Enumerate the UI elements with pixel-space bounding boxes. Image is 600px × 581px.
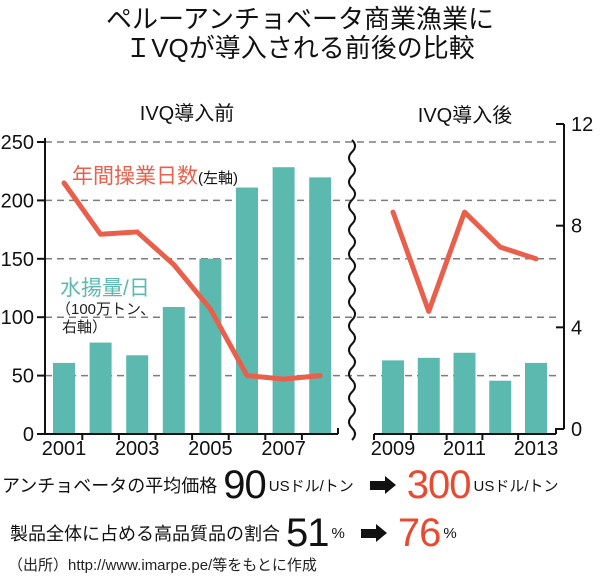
- line-series-axis-note: (左軸): [198, 170, 238, 187]
- page-title-line1: ペルーアンチョベータ商業漁業に: [106, 4, 494, 34]
- bar-2010: [417, 357, 440, 434]
- bar-series-unit-note-line2: 右軸）: [62, 319, 108, 336]
- left-axis-tick-label: 250: [1, 132, 34, 154]
- stat-quality-label: 製品全体に占める高品質品の割合: [10, 524, 280, 544]
- stat-price-label: アンチョベータの平均価格: [2, 476, 218, 496]
- line-series-label: 年間操業日数(左軸): [72, 160, 238, 190]
- stat-price-after-unit: USドル/トン: [473, 477, 559, 495]
- bar-2011: [453, 352, 476, 434]
- bar-2007: [272, 167, 295, 434]
- operating-days-line-panel2: [390, 209, 539, 314]
- bar-series-label: 水揚量/日: [60, 277, 150, 300]
- page-title-line2: ＩVQが導入される前後の比較: [125, 33, 475, 63]
- x-tick-label: 2007: [261, 438, 306, 460]
- stat-quality-before-unit: %: [331, 524, 345, 542]
- stat-quality-after-unit: %: [443, 524, 457, 542]
- left-axis-tick-label: 150: [1, 249, 34, 271]
- left-axis-tick-label: 50: [12, 366, 34, 388]
- right-axis-tick-label: 8: [571, 216, 582, 238]
- right-axis-tick-label: 4: [571, 317, 582, 339]
- arrow-right-icon: [360, 523, 387, 542]
- bar-2013: [525, 362, 547, 434]
- stat-price-after-value: 300: [406, 463, 472, 507]
- left-axis-tick-label: 0: [23, 424, 34, 446]
- bar-2009: [382, 360, 404, 434]
- right-axis-tick-label: 0: [571, 419, 582, 441]
- x-tick-label: 2013: [514, 438, 559, 460]
- stat-price-before-value: 90: [223, 463, 266, 507]
- bar-2002: [89, 342, 112, 434]
- stat-quality-before-value: 51: [286, 511, 329, 555]
- left-axis-tick-label: 100: [1, 307, 34, 329]
- operating-days-line-panel1: [61, 180, 323, 382]
- arrow-right-icon: [369, 475, 396, 494]
- stat-average-price-row: アンチョベータの平均価格 90 USドル/トン 300 USドル/トン: [2, 463, 559, 507]
- chart-canvas: 0 50 100 150 200 250 2001 2003 2005 2007 2009 2011 2…: [1, 114, 594, 460]
- bar-series-unit-note-line1: （100万トン、: [56, 301, 156, 318]
- source-note: （出所）http://www.imarpe.pe/等をもとに作成: [8, 557, 317, 574]
- bar-2008: [309, 177, 332, 434]
- x-tick-label: 2005: [188, 438, 233, 460]
- page-title: ペルーアンチョベータ商業漁業に ＩVQが導入される前後の比較: [0, 5, 600, 63]
- x-tick-label: 2011: [443, 438, 486, 460]
- bar-2005: [199, 258, 222, 434]
- bar-2006: [236, 187, 258, 434]
- bar-2003: [126, 355, 149, 434]
- line-series-label-text: 年間操業日数: [72, 165, 198, 188]
- stat-quality-after-value: 76: [397, 511, 441, 555]
- stat-quality-share-row: 製品全体に占める高品質品の割合 51 % 76 %: [10, 511, 457, 555]
- stat-price-before-unit: USドル/トン: [268, 477, 354, 495]
- x-tick-label: 2001: [42, 438, 87, 460]
- panel-title-after: IVQ導入後: [417, 105, 513, 127]
- x-tick-label: 2009: [371, 438, 416, 460]
- bar-2001: [53, 362, 75, 434]
- bar-2004: [162, 307, 185, 434]
- panel-title-before: IVQ導入前: [139, 103, 235, 125]
- axis-break-wave: [348, 139, 356, 441]
- x-tick-label: 2003: [115, 438, 160, 460]
- left-axis-tick-label: 200: [1, 190, 34, 212]
- right-axis-tick-label: 12: [571, 114, 593, 136]
- bar-2012: [489, 380, 512, 434]
- comparison-chart: 0 50 100 150 200 250 2001 2003 2005 2007 2009 2011 2…: [0, 86, 600, 478]
